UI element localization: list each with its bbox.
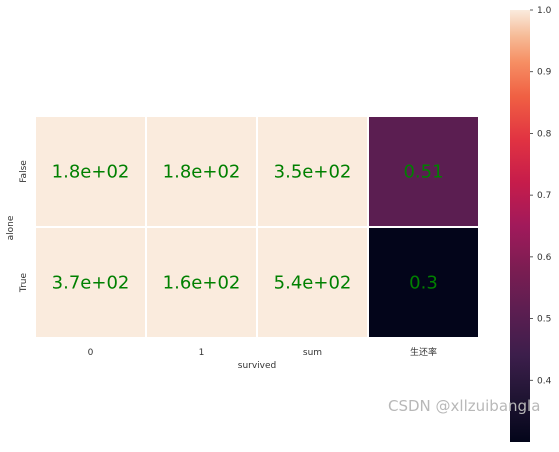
heatmap-cell	[256, 115, 369, 228]
colorbar-tick-label: 0.5	[537, 315, 551, 325]
heatmap-cell	[34, 226, 147, 339]
heatmap-cell	[256, 226, 369, 339]
heatmap-cell	[367, 115, 480, 228]
colorbar-ticks: 0.4 0.5 0.6 0.7 0.8 0.9 1.0	[530, 6, 552, 386]
x-tick-label: 0	[88, 348, 94, 358]
colorbar-tick-label: 0.6	[537, 253, 552, 263]
colorbar-tick-label: 0.8	[537, 129, 552, 139]
watermark: CSDN @xllzuibangla	[388, 397, 540, 415]
cell-annotation: 1.8e+02	[52, 162, 130, 183]
x-tick-label: sum	[303, 348, 322, 358]
colorbar-gradient	[510, 10, 530, 442]
cell-annotation: 5.4e+02	[274, 273, 352, 294]
heatmap-cell	[367, 226, 480, 339]
x-tick-label: 1	[199, 348, 205, 358]
cell-annotation: 0.3	[409, 273, 438, 294]
x-tick-label: 生还率	[410, 346, 437, 358]
heatmap-cell	[34, 115, 147, 228]
colorbar-tick-label: 0.4	[537, 376, 552, 386]
colorbar-tick-label: 0.9	[537, 68, 552, 78]
cell-annotation: 1.6e+02	[163, 273, 241, 294]
y-tick-label: False	[19, 160, 29, 183]
colorbar: 0.4 0.5 0.6 0.7 0.8 0.9 1.0	[510, 6, 552, 442]
cell-annotation: 0.51	[403, 162, 443, 183]
heatmap-annotations: 1.8e+02 1.8e+02 3.5e+02 0.51 3.7e+02 1.6e+02 5…	[52, 162, 444, 294]
cell-annotation: 3.5e+02	[274, 162, 352, 183]
cell-annotation: 3.7e+02	[52, 273, 130, 294]
y-tick-label: True	[19, 272, 29, 293]
y-tick-labels: False True	[19, 160, 29, 293]
heatmap-cell	[145, 226, 258, 339]
cell-annotation: 1.8e+02	[163, 162, 241, 183]
x-tick-labels: 0 1 sum 生还率	[88, 346, 437, 358]
heatmap-cells	[34, 115, 480, 339]
colorbar-tick-label: 0.7	[537, 191, 551, 201]
heatmap-cell	[145, 115, 258, 228]
colorbar-tick-label: 1.0	[537, 6, 552, 16]
x-axis-label: survived	[238, 361, 277, 371]
y-axis-label: alone	[6, 215, 16, 240]
